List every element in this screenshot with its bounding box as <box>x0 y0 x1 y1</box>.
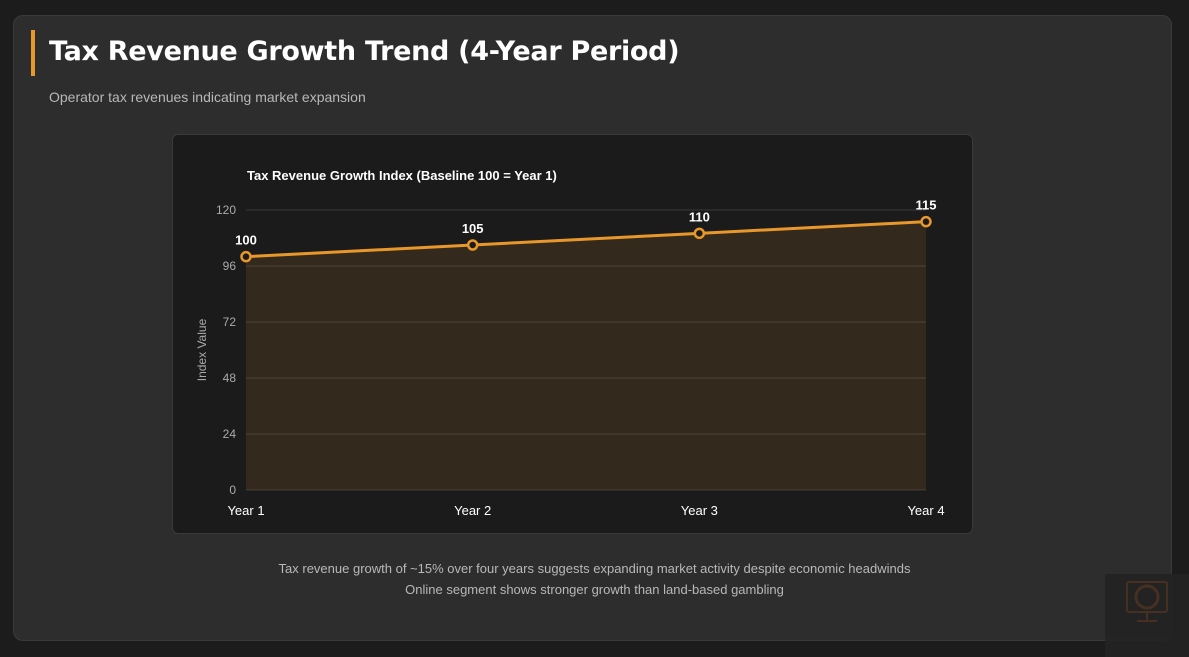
monitor-chip-icon <box>1126 581 1168 622</box>
data-label: 100 <box>235 233 257 248</box>
x-tick-label: Year 2 <box>454 503 491 518</box>
chart-notes: Tax revenue growth of ~15% over four yea… <box>0 558 1189 600</box>
chart-container <box>172 134 973 534</box>
data-point <box>240 250 252 263</box>
y-tick-label: 120 <box>216 203 236 217</box>
data-point <box>920 215 932 228</box>
series-area <box>246 221 926 490</box>
y-tick-label: 0 <box>229 483 236 497</box>
chart-title: Tax Revenue Growth Index (Baseline 100 =… <box>247 168 557 183</box>
title-accent-bar <box>31 30 35 76</box>
x-tick-label: Year 3 <box>681 503 718 518</box>
y-tick-label: 24 <box>223 427 237 441</box>
data-label: 105 <box>462 221 484 236</box>
note-line: Tax revenue growth of ~15% over four yea… <box>278 561 911 576</box>
y-axis-label: Index Value <box>195 318 209 381</box>
page-subtitle: Operator tax revenues indicating market … <box>49 89 366 105</box>
page-title: Tax Revenue Growth Trend (4-Year Period) <box>49 36 680 67</box>
y-tick-label: 72 <box>223 315 237 329</box>
data-point <box>466 239 479 251</box>
series-line <box>245 220 927 259</box>
y-tick-label: 48 <box>223 371 237 385</box>
note-line: Online segment shows stronger growth tha… <box>405 582 784 597</box>
data-point <box>693 227 706 240</box>
data-label: 115 <box>916 198 937 213</box>
x-tick-label: Year 1 <box>227 503 264 518</box>
data-label: 110 <box>689 209 710 224</box>
watermark-logo <box>1105 574 1189 657</box>
x-tick-label: Year 4 <box>907 503 944 518</box>
y-tick-label: 96 <box>223 259 237 273</box>
